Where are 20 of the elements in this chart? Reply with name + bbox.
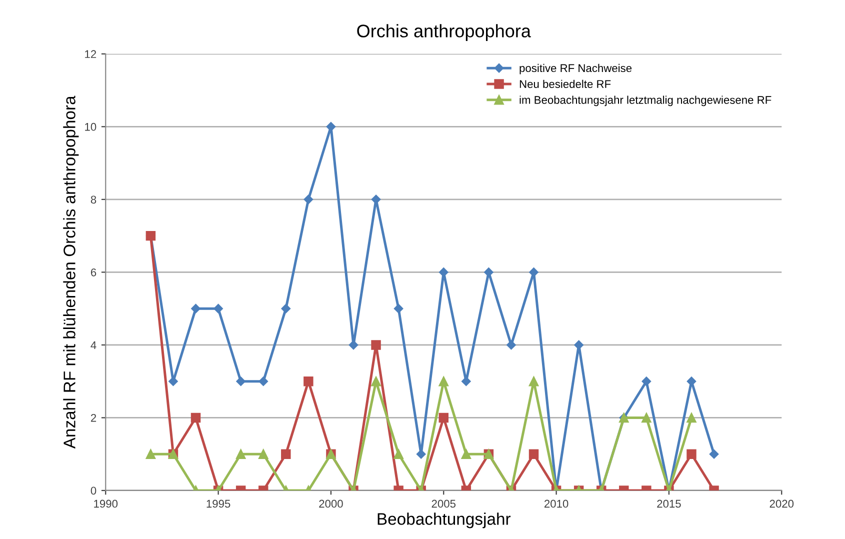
chart-title: Orchis anthropophora (357, 24, 531, 41)
y-axis-title: Anzahl RF mit blühenden Orchis anthropophora (63, 96, 79, 449)
x-tick-label: 2000 (319, 500, 343, 508)
y-tick-label: 12 (85, 50, 96, 58)
y-tick-label: 4 (90, 341, 96, 349)
legend-label: positive RF Nachweise (520, 64, 632, 74)
x-tick-label: 2010 (544, 500, 568, 508)
x-tick-label: 2015 (657, 500, 681, 508)
y-tick-label: 2 (90, 414, 96, 422)
x-tick-label: 1990 (94, 500, 118, 508)
x-axis-title: Beobachtungsjahr (378, 512, 511, 528)
legend-label: Neu besiedelte RF (520, 80, 611, 88)
y-tick-label: 0 (90, 486, 96, 495)
y-tick-label: 6 (90, 268, 96, 276)
y-tick-label: 8 (90, 196, 96, 204)
x-tick-label: 2020 (770, 500, 794, 508)
legend-label: im Beobachtungsjahr letztmalig nachgewiesene RF (520, 96, 772, 106)
x-tick-label: 2005 (432, 500, 456, 508)
x-tick-label: 1995 (206, 500, 230, 508)
y-tick-label: 10 (85, 122, 96, 131)
